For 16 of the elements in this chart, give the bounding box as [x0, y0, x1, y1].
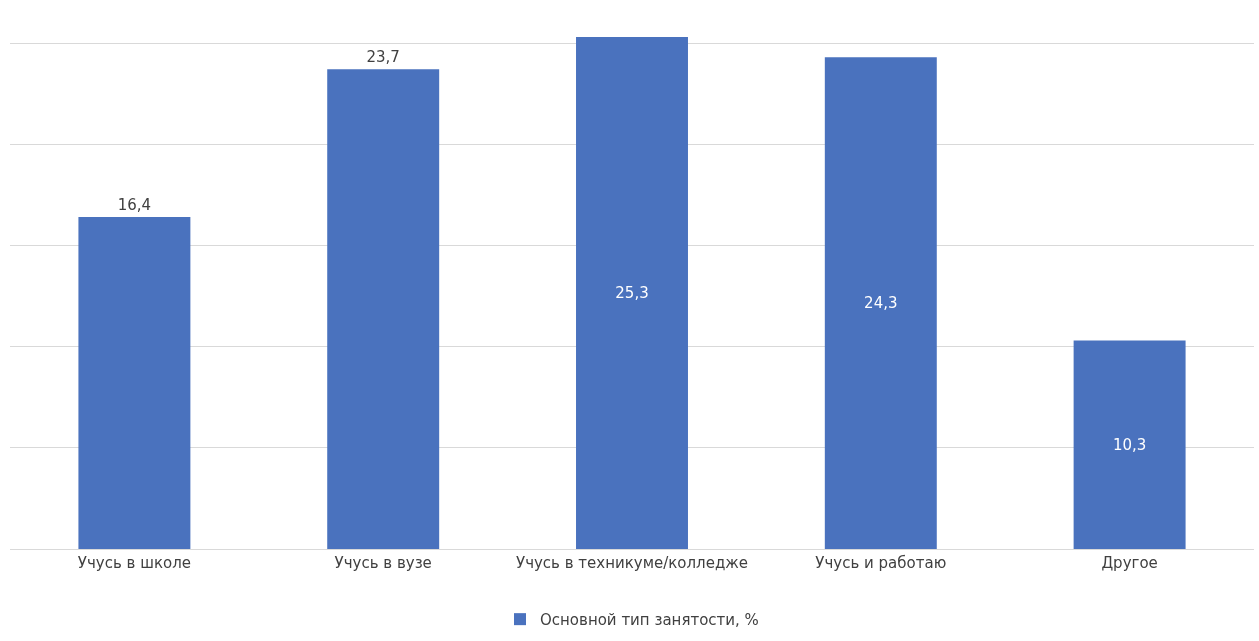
x-tick-label: Учусь и работаю	[815, 554, 947, 572]
x-tick-label: Учусь в вузе	[334, 554, 432, 572]
data-label: 23,7	[366, 48, 400, 67]
bar	[576, 36, 688, 549]
data-label: 24,3	[864, 294, 898, 313]
data-label: 25,3	[615, 283, 649, 302]
data-label: 10,3	[1112, 435, 1147, 454]
bar	[824, 57, 937, 549]
bar	[327, 69, 440, 549]
legend-label: Основной тип занятости, %	[540, 611, 759, 629]
data-label: 16,4	[117, 196, 152, 215]
x-tick-label: Учусь в техникуме/колледже	[515, 554, 749, 572]
x-tick-label: Учусь в школе	[77, 554, 191, 572]
bar	[78, 217, 191, 549]
x-tick-label: Другое	[1101, 554, 1158, 572]
bar	[1073, 340, 1186, 549]
